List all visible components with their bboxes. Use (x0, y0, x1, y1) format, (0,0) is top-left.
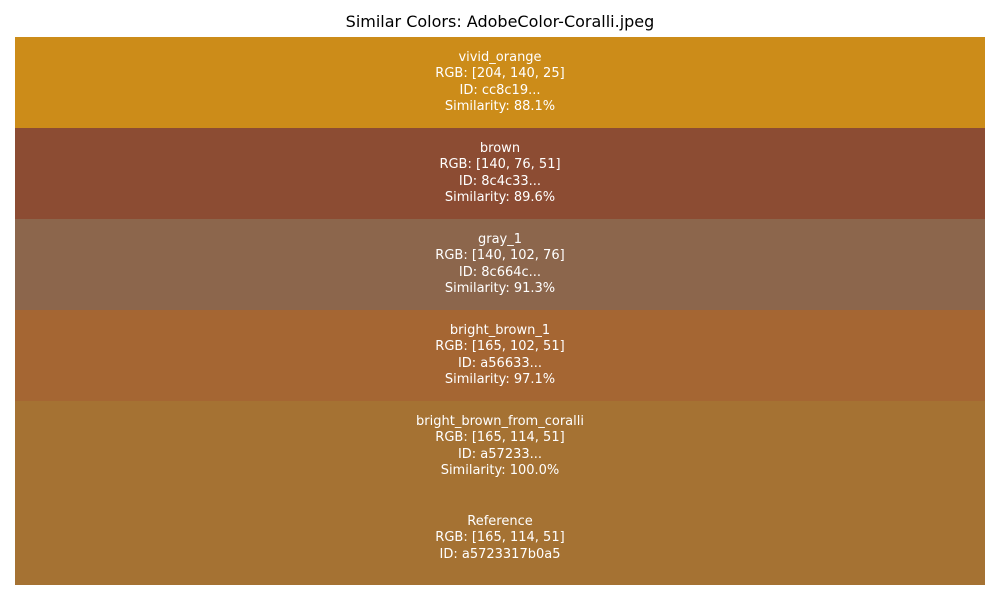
swatch-similarity: Similarity: 100.0% (440, 462, 560, 478)
swatch-similarity: Similarity: 88.1% (444, 98, 556, 114)
swatch-id: ID: cc8c19... (459, 82, 541, 98)
swatch-similarity: Similarity: 89.6% (444, 189, 556, 205)
swatch-id: ID: 8c664c... (458, 264, 542, 280)
reference-color-swatch: Reference RGB: [165, 114, 51] ID: a5723317… (15, 492, 985, 585)
swatch-similarity: Similarity: 97.1% (444, 371, 556, 387)
swatch-similarity: Similarity: 91.3% (444, 280, 556, 296)
color-swatch-bright-brown-1: bright_brown_1 RGB: [165, 102, 51] ID: a56… (15, 310, 985, 401)
color-swatch-brown: brown RGB: [140, 76, 51] ID: 8c4c33... Simi… (15, 128, 985, 219)
swatch-id: ID: a57233... (457, 446, 543, 462)
swatch-name: bright_brown_1 (449, 322, 551, 338)
swatch-rgb: RGB: [165, 114, 51] (435, 430, 565, 446)
swatch-name: gray_1 (477, 231, 523, 247)
swatch-name: bright_brown_from_coralli (416, 413, 584, 429)
swatch-name: vivid_orange (458, 49, 542, 65)
swatch-id: ID: 8c4c33... (458, 173, 542, 189)
chart-title: Similar Colors: AdobeColor-Coralli.jpeg (345, 12, 655, 31)
reference-rgb: RGB: [165, 114, 51] (435, 530, 565, 546)
swatch-id: ID: a56633... (457, 355, 543, 371)
color-swatch-bright-brown-from-coralli: bright_brown_from_coralli RGB: [165, 114,… (15, 401, 985, 492)
swatch-rgb: RGB: [165, 102, 51] (435, 339, 565, 355)
reference-name: Reference (467, 514, 533, 530)
reference-id: ID: a5723317b0a5 (439, 546, 561, 562)
swatch-rgb: RGB: [204, 140, 25] (435, 66, 565, 82)
swatch-name: brown (479, 140, 521, 156)
color-swatch-vivid-orange: vivid_orange RGB: [204, 140, 25] ID: cc8c1… (15, 37, 985, 128)
color-swatch-gray-1: gray_1 RGB: [140, 102, 76] ID: 8c664c... Si… (15, 219, 985, 310)
swatch-rgb: RGB: [140, 102, 76] (435, 248, 565, 264)
swatch-rgb: RGB: [140, 76, 51] (439, 157, 561, 173)
color-swatch-stack: vivid_orange RGB: [204, 140, 25] ID: cc8c1… (15, 37, 985, 585)
